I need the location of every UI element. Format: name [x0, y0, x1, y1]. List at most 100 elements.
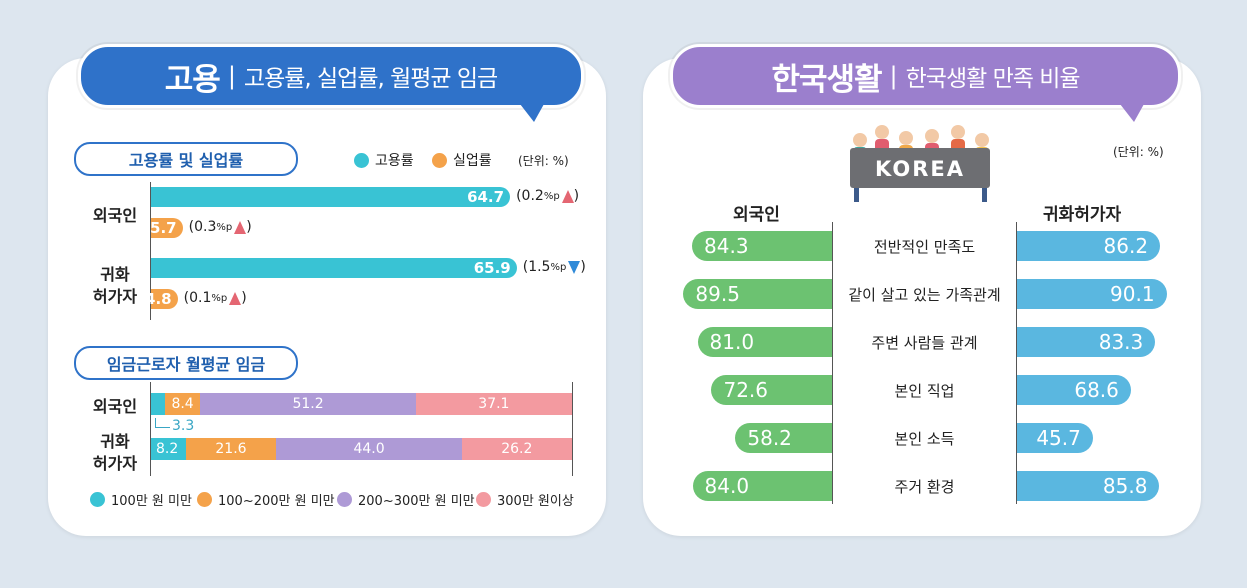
- center-axis-left: [832, 222, 833, 504]
- legend-label: 100~200만 원 미만: [218, 494, 335, 509]
- banner-separator: |: [889, 62, 898, 90]
- legend-employment-rate: 고용률: [354, 150, 414, 170]
- banner-separator: |: [227, 62, 236, 90]
- legend-label: 고용률: [375, 153, 414, 169]
- wage-segment: 8.4: [164, 393, 201, 415]
- legend-unemployment-rate: 실업률: [432, 150, 492, 170]
- change-value: (0.1: [183, 290, 212, 306]
- row-label-line: 외국인: [92, 397, 138, 416]
- wage-segment: 51.2: [200, 393, 416, 415]
- change-close: ): [246, 219, 252, 235]
- wage-segment: 44.0: [276, 438, 462, 460]
- satisfaction-category-label: 주거 환경: [894, 478, 955, 496]
- employment-rate-bar: 65.9: [151, 258, 517, 278]
- arrow-down-icon: [568, 260, 581, 274]
- unemployment-rate-bar: 4.8: [145, 289, 178, 309]
- employment-section-title: 고용률 및 실업률: [74, 142, 298, 176]
- column-head-naturalized: 귀화허가자: [1043, 205, 1122, 225]
- wage-legend-item: 100~200만 원 미만: [197, 490, 335, 509]
- legend-dot: [432, 152, 447, 168]
- wage-row-label-foreigner: 외국인: [80, 396, 150, 418]
- satisfaction-category-label: 같이 살고 있는 가족관계: [848, 286, 1001, 304]
- unit-label: (단위: %): [518, 154, 569, 168]
- wage-section-title: 임금근로자 월평균 임금: [74, 346, 298, 380]
- change-value: (1.5: [522, 259, 551, 275]
- banner-title: 고용: [164, 61, 221, 98]
- wage-segment: [151, 393, 165, 415]
- satisfaction-bar-foreigner: 72.6: [711, 375, 832, 405]
- korea-sign: [850, 148, 990, 188]
- center-axis-right: [1016, 222, 1017, 504]
- wage-callout-line: [155, 418, 170, 428]
- satisfaction-bar-foreigner: 89.5: [683, 279, 832, 309]
- wage-segment: 37.1: [415, 393, 572, 415]
- legend-dot: [476, 492, 491, 507]
- satisfaction-category-label: 본인 직업: [894, 382, 955, 400]
- arrow-up-icon: [229, 291, 242, 305]
- satisfaction-category-label: 주변 사람들 관계: [871, 334, 978, 352]
- banner-subtitle: 한국생활 만족 비율: [905, 66, 1081, 92]
- legend-label: 실업률: [453, 153, 492, 169]
- employment-axis: [150, 182, 151, 320]
- satisfaction-bar-naturalized: 86.2: [1017, 231, 1161, 261]
- banner-tail: [520, 104, 544, 122]
- korea-sign-text: KOREA: [875, 157, 965, 181]
- wage-stack: 8.2 21.6 44.0 26.2: [151, 438, 572, 460]
- arrow-up-icon: [561, 189, 574, 203]
- legend-dot: [337, 492, 352, 507]
- satisfaction-bar-foreigner: 58.2: [735, 423, 832, 453]
- category-column: [832, 222, 1016, 504]
- employment-rate-change: (0.2 %p): [516, 188, 579, 204]
- row-label-foreigner: 외국인: [80, 205, 150, 227]
- row-label-line: 외국인: [92, 206, 138, 225]
- people-illustration: KOREA: [850, 125, 990, 202]
- unit-label: (단위: %): [1113, 145, 1164, 159]
- wage-legend-item: 200~300만 원 미만: [337, 490, 475, 509]
- banner-tail: [1120, 104, 1144, 122]
- satisfaction-bar-foreigner: 84.0: [692, 471, 832, 501]
- change-unit: %p: [550, 261, 567, 273]
- change-close: ): [241, 290, 247, 306]
- change-close: ): [573, 188, 580, 204]
- change-value: (0.3: [188, 219, 217, 235]
- row-label-line: 귀화: [100, 265, 130, 284]
- unemployment-rate-change: (0.1 %p): [184, 290, 247, 306]
- column-head-foreigner: 외국인: [733, 205, 780, 225]
- wage-axis: [150, 382, 151, 476]
- banner-subtitle: 고용률, 실업률, 월평균 임금: [243, 66, 498, 92]
- legend-dot: [90, 492, 105, 507]
- wage-stack: 8.4 51.2 37.1: [151, 393, 572, 415]
- legend-dot: [354, 152, 369, 168]
- wage-axis-right: [572, 382, 573, 476]
- wage-segment: 8.2: [151, 438, 186, 460]
- wage-legend-item: 100만 원 미만: [90, 490, 192, 509]
- unemployment-rate-change: (0.3 %p): [189, 219, 252, 235]
- row-label-line: 허가자: [92, 454, 138, 473]
- wage-segment: 21.6: [185, 438, 277, 460]
- wage-legend-item: 300만 원이상: [476, 490, 574, 509]
- satisfaction-bar-naturalized: 45.7: [1017, 423, 1093, 453]
- arrow-up-icon: [234, 220, 247, 234]
- wage-segment: 26.2: [461, 438, 572, 460]
- employment-rate-bar: 64.7: [151, 187, 511, 207]
- satisfaction-category-label: 전반적인 만족도: [873, 238, 976, 256]
- change-unit: %p: [211, 292, 228, 304]
- wage-callout: 3.3: [172, 418, 195, 434]
- banner-title: 한국생활: [771, 61, 882, 98]
- legend-label: 100만 원 미만: [111, 494, 192, 509]
- satisfaction-bar-naturalized: 90.1: [1017, 279, 1167, 309]
- wage-row-label-naturalized: 귀화 허가자: [80, 431, 150, 475]
- legend-dot: [197, 492, 212, 507]
- change-value: (0.2: [516, 188, 544, 204]
- legend-label: 300만 원이상: [497, 494, 574, 509]
- unemployment-rate-bar: 5.7: [150, 218, 183, 238]
- satisfaction-bar-foreigner: 84.3: [692, 231, 832, 261]
- change-close: ): [580, 259, 586, 275]
- satisfaction-banner: 한국생활 | 한국생활 만족 비율: [670, 44, 1181, 108]
- row-label-naturalized: 귀화 허가자: [80, 264, 150, 308]
- satisfaction-category-label: 본인 소득: [894, 430, 955, 448]
- employment-rate-change: (1.5 %p): [523, 259, 586, 275]
- satisfaction-bar-foreigner: 81.0: [697, 327, 832, 357]
- change-unit: %p: [216, 221, 233, 233]
- satisfaction-bar-naturalized: 85.8: [1017, 471, 1160, 501]
